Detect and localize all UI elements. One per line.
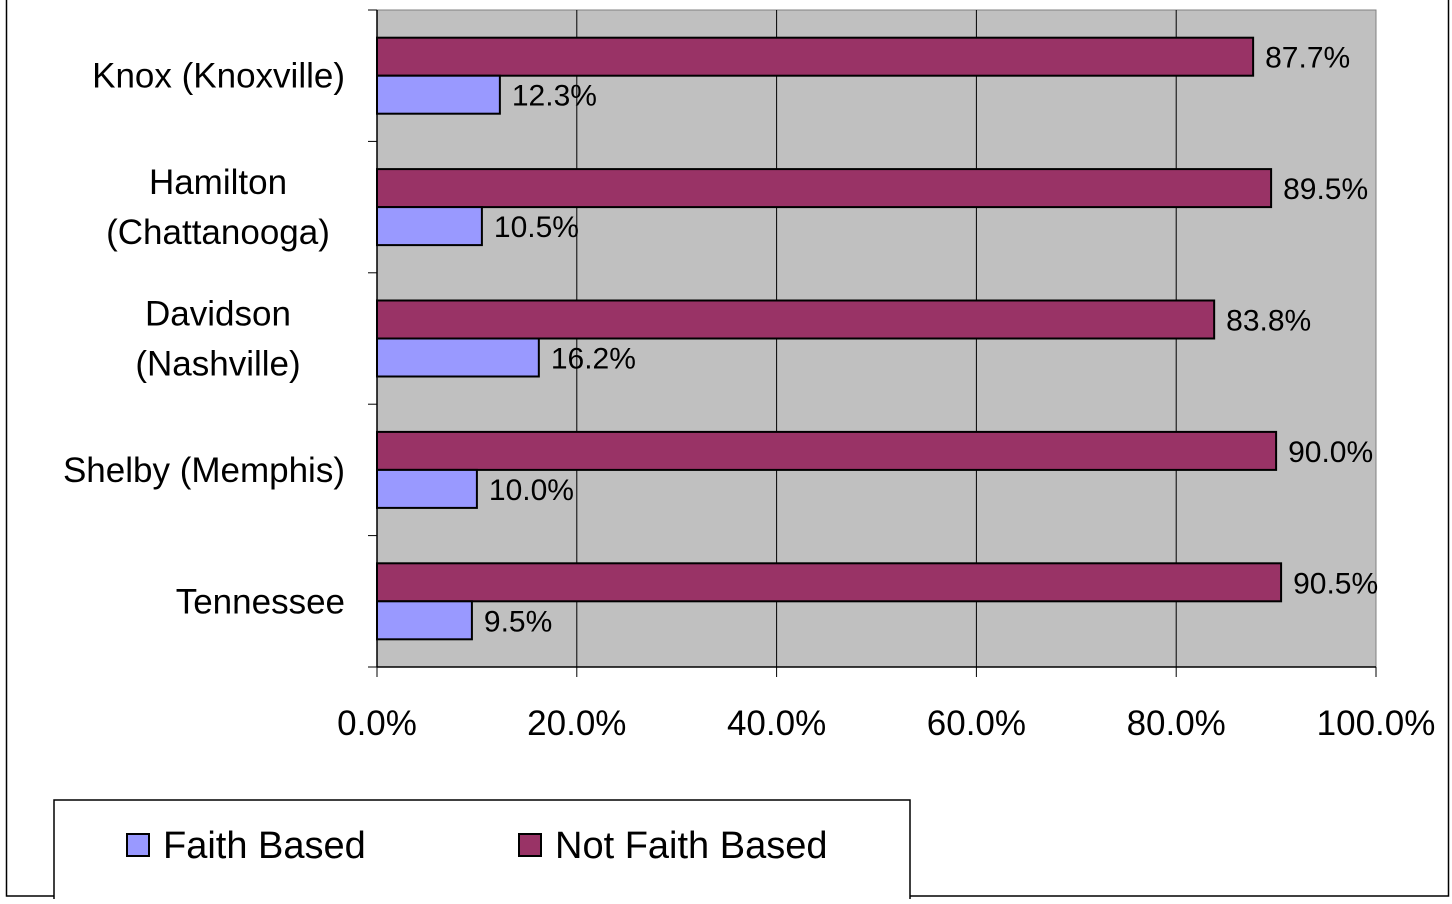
bar-not-faith-based: [376, 430, 1278, 471]
legend-label-not-faith-based: Not Faith Based: [555, 825, 827, 867]
data-label: 90.0%: [1288, 436, 1373, 469]
category-label: (Chattanooga): [106, 213, 330, 252]
legend-swatch-not-faith-based: [518, 833, 542, 857]
x-tick-label: 100.0%: [1317, 704, 1436, 743]
bar-faith-based: [376, 206, 483, 247]
legend: Faith Based Not Faith Based: [53, 799, 911, 904]
x-tick-label: 80.0%: [1127, 704, 1226, 743]
data-label: 10.5%: [494, 211, 579, 244]
x-tick-label: 40.0%: [727, 704, 826, 743]
data-label: 83.8%: [1226, 305, 1311, 338]
value-axis-labels: 0.0% 20.0% 40.0% 60.0% 80.0% 100.0%: [337, 704, 1435, 743]
bar-not-faith-based: [376, 36, 1255, 77]
x-tick-label: 60.0%: [927, 704, 1026, 743]
data-label: 12.3%: [512, 80, 597, 113]
category-axis-labels: Knox (Knoxville) Hamilton (Chattanooga) Dav…: [63, 57, 345, 622]
data-label: 90.5%: [1293, 567, 1378, 600]
legend-label-faith-based: Faith Based: [163, 825, 366, 867]
category-label: (Nashville): [135, 345, 300, 384]
legend-box: [53, 799, 911, 904]
data-label: 10.0%: [489, 474, 574, 507]
data-labels: 87.7% 12.3% 89.5% 10.5% 83.8% 16.2% 90.0% 10.0%…: [484, 42, 1378, 639]
x-tick-label: 20.0%: [527, 704, 626, 743]
data-label: 89.5%: [1283, 173, 1368, 206]
category-label: Tennessee: [176, 582, 345, 621]
category-label: Shelby (Memphis): [63, 451, 345, 490]
bars: [376, 36, 1283, 641]
data-label: 16.2%: [551, 343, 636, 376]
legend-swatch-faith-based: [126, 833, 150, 857]
bar-not-faith-based: [376, 299, 1216, 340]
category-label: Davidson: [145, 295, 291, 334]
bar-not-faith-based: [376, 168, 1273, 209]
bar-faith-based: [376, 74, 501, 115]
data-label: 87.7%: [1265, 42, 1350, 75]
bar-not-faith-based: [376, 562, 1283, 603]
category-label: Knox (Knoxville): [92, 57, 345, 96]
x-tick-label: 0.0%: [337, 704, 417, 743]
bar-faith-based: [376, 337, 540, 378]
bar-faith-based: [376, 468, 478, 509]
data-label: 9.5%: [484, 605, 552, 638]
bar-faith-based: [376, 600, 473, 641]
category-label: Hamilton: [149, 163, 287, 202]
